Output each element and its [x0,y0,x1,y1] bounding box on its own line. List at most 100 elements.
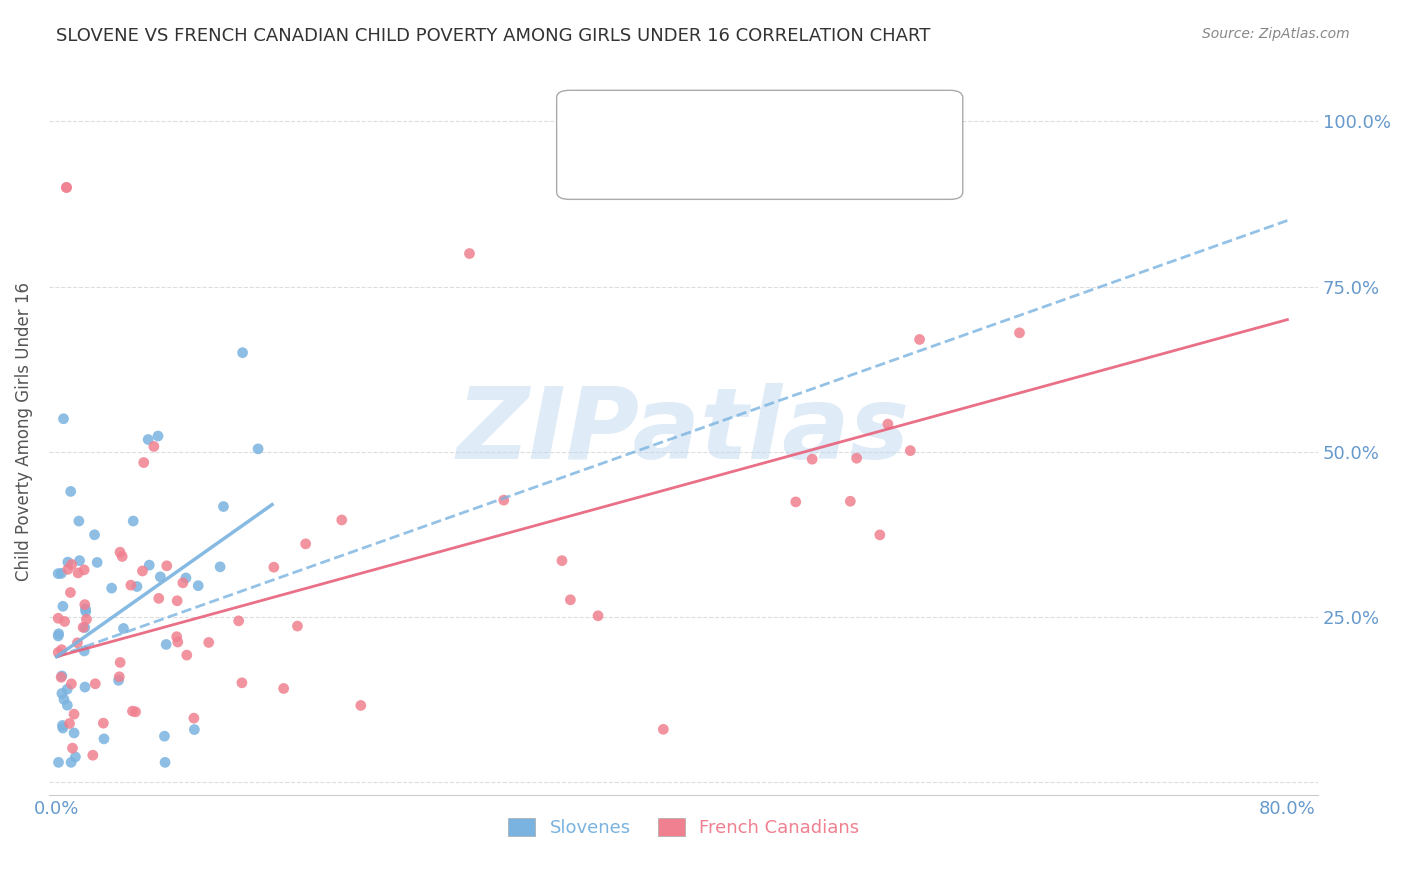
Point [60,677,83,691]
Point [63,707,86,722]
Point [898,443,921,458]
Point [46,611,69,625]
Text: SLOVENE VS FRENCH CANADIAN CHILD POVERTY AMONG GIRLS UNDER 16 CORRELATION CHART: SLOVENE VS FRENCH CANADIAN CHILD POVERTY… [56,27,931,45]
Point [86,556,108,570]
Point [156,558,179,573]
Point [120,578,142,592]
Point [73,621,96,635]
Point [100,581,122,595]
Point [197,635,219,649]
Point [93,716,115,731]
Point [153,756,176,770]
Point [121,704,143,718]
Point [560,592,582,607]
Y-axis label: Child Poverty Among Girls Under 16: Child Poverty Among Girls Under 16 [15,283,32,582]
Point [869,528,891,542]
Point [52,721,75,735]
Point [111,549,134,564]
Point [131,564,153,578]
Point [51,642,73,657]
Point [232,345,254,359]
Point [51,566,73,581]
Point [350,698,373,713]
Point [801,452,824,467]
Point [108,670,131,684]
Point [59,484,82,499]
Point [877,417,900,431]
FancyBboxPatch shape [557,90,963,199]
Point [845,451,868,466]
Point [112,622,135,636]
Point [247,442,270,456]
Point [82,748,104,763]
Point [294,537,316,551]
Point [136,433,159,447]
Point [785,495,807,509]
Point [148,591,170,606]
Point [52,411,75,425]
Point [138,558,160,573]
Point [183,711,205,725]
Point [60,558,83,572]
Point [46,566,69,581]
Point [75,605,97,619]
Legend: Slovenes, French Canadians: Slovenes, French Canadians [501,811,866,845]
Point [231,675,253,690]
Point [146,429,169,443]
Point [330,513,353,527]
Point [48,627,70,641]
Point [72,620,94,634]
Point [174,571,197,585]
Point [183,723,205,737]
Text: ZIPatlas: ZIPatlas [457,384,910,481]
Point [56,555,79,569]
Point [551,554,574,568]
Point [52,599,75,614]
Point [142,440,165,454]
Point [65,750,87,764]
Point [56,682,79,697]
Point [132,456,155,470]
Point [76,612,98,626]
Point [66,636,89,650]
Point [84,677,107,691]
Point [55,180,77,194]
Point [60,756,83,770]
Point [93,731,115,746]
Point [59,585,82,599]
Point [166,635,188,649]
Point [73,598,96,612]
Point [53,692,76,706]
Point [586,608,609,623]
Point [652,723,675,737]
Point [108,656,131,670]
Point [166,593,188,607]
Point [51,669,73,683]
Point [83,528,105,542]
Point [58,716,80,731]
Point [75,602,97,616]
Point [124,705,146,719]
Point [176,648,198,662]
Point [492,493,515,508]
Point [73,680,96,694]
Text: Source: ZipAtlas.com: Source: ZipAtlas.com [1202,27,1350,41]
Point [55,180,77,194]
Point [67,514,90,528]
Point [67,566,90,580]
Point [458,246,481,260]
Point [839,494,862,508]
Point [212,500,235,514]
Point [48,756,70,770]
Point [155,637,177,651]
Point [153,729,176,743]
Point [166,630,188,644]
Point [273,681,295,696]
Point [73,644,96,658]
Point [1008,326,1031,340]
Point [172,575,194,590]
Point [53,615,76,629]
Point [63,726,86,740]
Point [51,686,73,700]
Point [62,741,84,756]
